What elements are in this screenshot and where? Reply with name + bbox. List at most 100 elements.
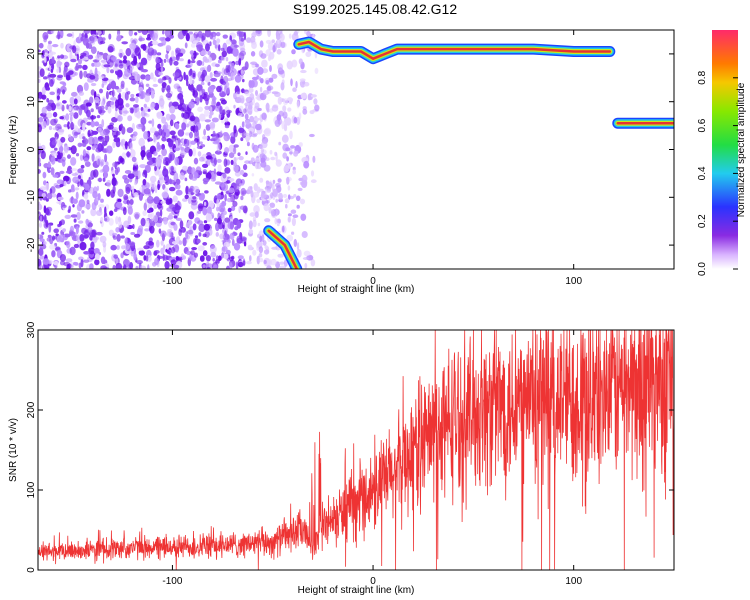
noise-blob <box>194 235 199 239</box>
noise-blob <box>151 118 155 128</box>
noise-blob <box>190 199 198 206</box>
noise-blob <box>145 182 150 189</box>
noise-blob <box>174 183 178 190</box>
noise-blob <box>267 42 274 51</box>
noise-blob <box>295 80 298 89</box>
noise-blob <box>56 68 60 73</box>
noise-blob <box>223 210 227 215</box>
noise-blob <box>192 52 199 56</box>
noise-blob <box>83 30 91 34</box>
noise-blob <box>63 124 68 128</box>
noise-blob <box>59 170 65 174</box>
noise-blob <box>147 254 152 263</box>
noise-blob <box>274 151 278 156</box>
noise-blob <box>94 67 98 76</box>
noise-blob <box>82 142 87 147</box>
noise-blob <box>189 131 193 139</box>
noise-blob <box>73 261 78 266</box>
noise-blob <box>268 77 274 83</box>
noise-blob <box>83 82 89 91</box>
noise-blob <box>296 242 300 251</box>
noise-blob <box>137 247 144 251</box>
noise-blob <box>270 192 274 199</box>
noise-blob <box>158 174 163 178</box>
noise-blob <box>173 264 180 269</box>
noise-blob <box>164 30 171 38</box>
noise-blob <box>213 264 218 269</box>
noise-blob <box>64 61 70 68</box>
noise-blob <box>305 51 312 58</box>
noise-blob <box>232 164 239 172</box>
noise-blob <box>216 158 222 163</box>
noise-blob <box>108 33 112 40</box>
noise-blob <box>246 261 252 265</box>
noise-blob <box>213 72 221 78</box>
noise-blob <box>99 40 106 45</box>
noise-blob <box>282 193 288 198</box>
noise-blob <box>62 228 66 233</box>
noise-blob <box>127 204 133 209</box>
noise-blob <box>41 231 45 235</box>
noise-blob <box>60 42 64 49</box>
noise-blob <box>160 230 167 238</box>
noise-blob <box>266 108 270 113</box>
noise-blob <box>215 255 219 261</box>
noise-blob <box>73 131 79 136</box>
noise-blob <box>127 173 135 180</box>
x-tick-label: 0 <box>370 276 376 287</box>
noise-blob <box>221 213 225 222</box>
noise-blob <box>206 135 211 141</box>
noise-blob <box>248 220 253 230</box>
noise-blob <box>252 249 257 256</box>
noise-blob <box>297 187 303 192</box>
noise-blob <box>120 138 126 146</box>
noise-blob <box>256 244 260 251</box>
noise-blob <box>230 72 235 81</box>
noise-blob <box>79 241 87 251</box>
noise-blob <box>51 250 56 258</box>
noise-blob <box>125 183 132 192</box>
noise-blob <box>58 66 62 73</box>
noise-blob <box>215 232 219 237</box>
noise-blob <box>282 105 287 112</box>
noise-blob <box>78 256 84 261</box>
noise-blob <box>59 116 64 120</box>
noise-blob <box>143 131 149 140</box>
noise-blob <box>91 202 97 210</box>
noise-blob <box>244 135 251 141</box>
noise-blob <box>77 168 85 174</box>
noise-blob <box>246 37 252 43</box>
noise-blob <box>50 167 55 176</box>
noise-blob <box>156 255 164 259</box>
noise-blob <box>88 136 95 146</box>
noise-blob <box>199 113 206 122</box>
noise-blob <box>38 203 43 211</box>
noise-blob <box>148 237 153 243</box>
noise-blob <box>111 89 115 98</box>
noise-blob <box>257 107 262 112</box>
noise-blob <box>195 166 202 174</box>
noise-blob <box>125 87 129 93</box>
noise-blob <box>150 175 157 183</box>
noise-blob <box>38 142 41 147</box>
noise-blob <box>67 154 71 159</box>
snr-frame <box>37 329 675 571</box>
noise-blob <box>78 199 86 208</box>
noise-blob <box>75 153 80 157</box>
snr-y-label: SNR (10 * v/v) <box>8 418 19 482</box>
noise-blob <box>111 177 117 187</box>
noise-blob <box>107 124 114 130</box>
noise-blob <box>243 164 248 171</box>
noise-blob <box>206 65 210 72</box>
noise-blob <box>110 189 115 198</box>
noise-blob <box>74 72 78 76</box>
noise-blob <box>257 222 261 227</box>
noise-blob <box>270 258 277 266</box>
noise-blob <box>314 104 320 112</box>
noise-blob <box>164 121 169 131</box>
noise-blob <box>238 105 244 113</box>
noise-blob <box>174 172 179 179</box>
noise-blob <box>249 93 255 101</box>
noise-blob <box>52 44 59 48</box>
